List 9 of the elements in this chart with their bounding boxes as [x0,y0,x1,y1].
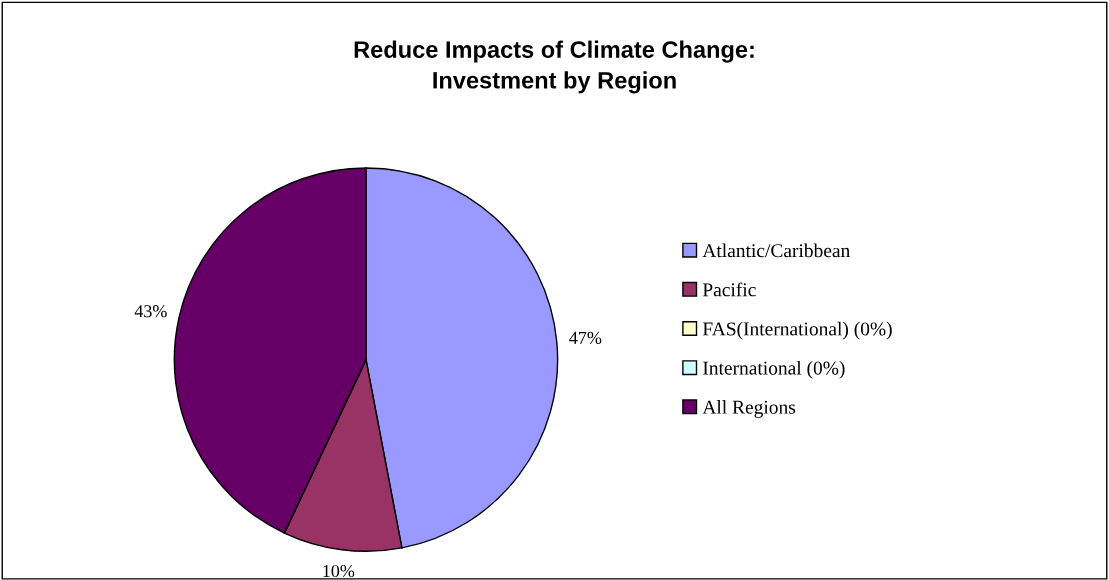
legend-label: Atlantic/Caribbean [702,243,850,258]
data-label: 47% [569,331,602,344]
legend-label: International (0%) [703,360,845,379]
data-label: 10% [323,564,355,578]
chart-title: Reduce Impacts of Climate Change: Investment by Region [354,40,754,94]
data-label: 43% [134,305,167,318]
legend-label: Pacific [702,282,756,297]
legend-label: FAS(International) (0%) [702,321,892,340]
legend-label: All Regions [702,400,796,418]
